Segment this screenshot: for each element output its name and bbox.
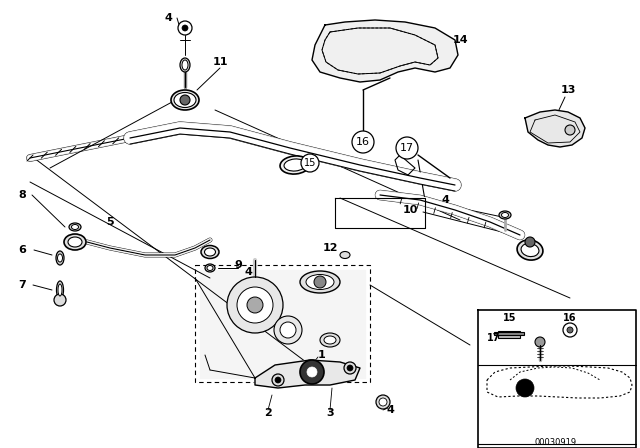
Circle shape [280, 322, 296, 338]
Text: 4: 4 [386, 405, 394, 415]
Text: 12: 12 [323, 243, 338, 253]
Text: 6: 6 [18, 245, 26, 255]
Text: 15: 15 [304, 158, 316, 168]
Text: 9: 9 [234, 260, 242, 270]
Ellipse shape [56, 281, 63, 299]
Circle shape [314, 276, 326, 288]
Polygon shape [525, 110, 585, 147]
Circle shape [347, 365, 353, 371]
Ellipse shape [300, 271, 340, 293]
Ellipse shape [56, 251, 64, 265]
Ellipse shape [68, 237, 82, 247]
Polygon shape [255, 360, 360, 388]
Ellipse shape [64, 234, 86, 250]
Ellipse shape [320, 333, 340, 347]
Ellipse shape [502, 212, 509, 217]
Circle shape [54, 294, 66, 306]
Ellipse shape [205, 248, 216, 256]
Text: 2: 2 [264, 408, 272, 418]
Text: 17: 17 [487, 333, 500, 343]
Text: 15: 15 [503, 313, 516, 323]
Ellipse shape [280, 156, 310, 174]
Ellipse shape [499, 211, 511, 219]
Ellipse shape [58, 254, 63, 262]
Text: 1: 1 [318, 350, 326, 360]
Ellipse shape [517, 240, 543, 260]
Circle shape [307, 367, 317, 377]
Polygon shape [312, 20, 458, 82]
Circle shape [272, 374, 284, 386]
Circle shape [301, 154, 319, 172]
Circle shape [275, 377, 281, 383]
Ellipse shape [171, 90, 199, 110]
Ellipse shape [205, 264, 215, 272]
Ellipse shape [324, 336, 336, 344]
Circle shape [396, 137, 418, 159]
Ellipse shape [207, 266, 213, 271]
Circle shape [516, 379, 534, 397]
Text: 17: 17 [400, 143, 414, 153]
Text: 00030919: 00030919 [535, 438, 577, 447]
Circle shape [227, 277, 283, 333]
Ellipse shape [58, 284, 62, 296]
Text: 10: 10 [403, 205, 418, 215]
Circle shape [247, 297, 263, 313]
Text: 14: 14 [452, 35, 468, 45]
Circle shape [535, 337, 545, 347]
Circle shape [525, 237, 535, 247]
Text: 13: 13 [560, 85, 576, 95]
Ellipse shape [69, 223, 81, 231]
Bar [494, 332, 524, 335]
Circle shape [182, 25, 188, 31]
Text: 3: 3 [326, 408, 334, 418]
Text: 4: 4 [244, 267, 252, 277]
Text: 16: 16 [356, 137, 370, 147]
Circle shape [379, 398, 387, 406]
Ellipse shape [174, 92, 196, 108]
Ellipse shape [180, 58, 190, 72]
Circle shape [300, 360, 324, 384]
Circle shape [567, 327, 573, 333]
Circle shape [274, 316, 302, 344]
Circle shape [237, 287, 273, 323]
Bar [498, 331, 520, 338]
Polygon shape [200, 270, 365, 378]
Circle shape [344, 362, 356, 374]
Ellipse shape [306, 275, 334, 289]
Ellipse shape [72, 224, 79, 229]
Ellipse shape [284, 159, 306, 171]
Circle shape [180, 95, 190, 105]
Text: 5: 5 [106, 217, 114, 227]
Text: 8: 8 [18, 190, 26, 200]
Text: 16: 16 [563, 313, 577, 323]
Circle shape [565, 125, 575, 135]
Ellipse shape [521, 243, 539, 257]
Text: 11: 11 [212, 57, 228, 67]
Text: 7: 7 [18, 280, 26, 290]
Circle shape [352, 131, 374, 153]
Circle shape [376, 395, 390, 409]
Ellipse shape [201, 246, 219, 258]
Ellipse shape [340, 251, 350, 258]
Ellipse shape [182, 60, 188, 70]
Text: 4: 4 [164, 13, 172, 23]
Circle shape [178, 21, 192, 35]
Circle shape [563, 323, 577, 337]
Text: 4: 4 [441, 195, 449, 205]
